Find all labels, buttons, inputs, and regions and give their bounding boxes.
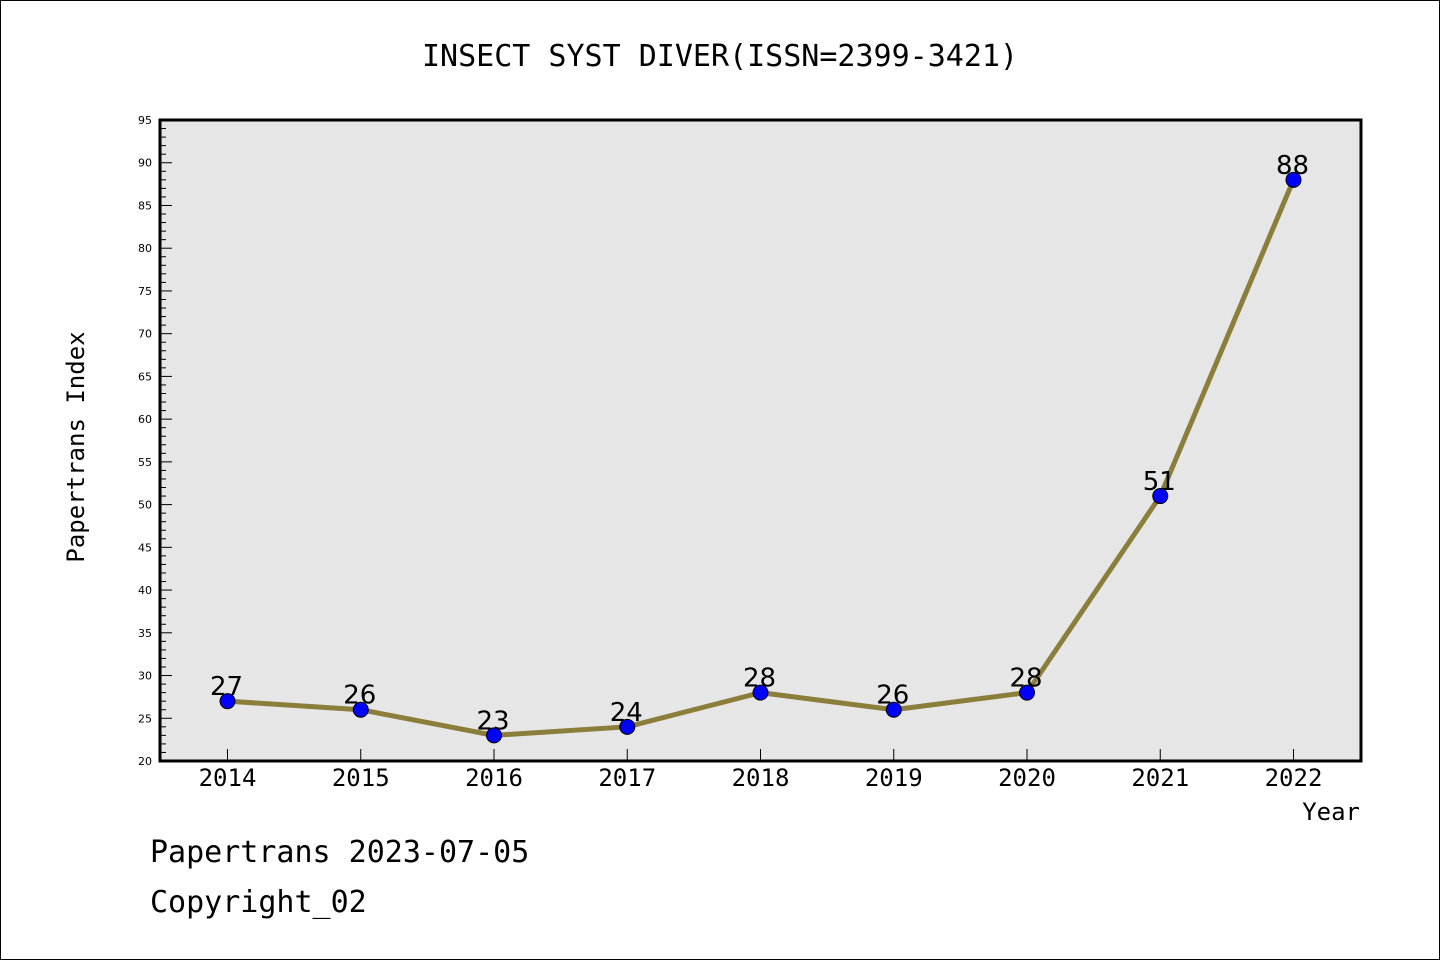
y-tick-label: 30: [138, 670, 152, 683]
data-point: [752, 684, 769, 701]
data-label: 51: [1143, 467, 1176, 497]
y-tick-label: 80: [138, 242, 152, 255]
y-tick-label: 20: [138, 755, 152, 768]
chart-title: INSECT SYST DIVER(ISSN=2399-3421): [422, 39, 1018, 74]
data-label: 27: [210, 672, 243, 702]
data-label: 26: [343, 681, 376, 711]
data-markers: [219, 171, 1302, 744]
y-tick-label: 65: [138, 370, 152, 383]
x-tick-label: 2017: [598, 764, 656, 792]
y-tick-label: 60: [138, 413, 152, 426]
y-axis-label: Papertrans Index: [62, 331, 90, 562]
x-tick-label: 2022: [1265, 764, 1323, 792]
data-point: [885, 701, 902, 718]
data-labels: 27 26 23 24 28 26 28 51 88: [210, 151, 1309, 737]
data-label: 88: [1276, 151, 1309, 181]
y-tick-label: 90: [138, 157, 152, 170]
y-axis: 20 25 30 35 40 45 50 55 60 65 70 75 80 85 90 95: [138, 114, 172, 768]
data-point: [219, 693, 236, 710]
data-label: 24: [610, 698, 643, 728]
y-tick-label: 35: [138, 627, 152, 640]
x-tick-label: 2016: [465, 764, 523, 792]
y-tick-label: 75: [138, 285, 152, 298]
y-tick-label: 95: [138, 114, 152, 127]
x-tick-label: 2020: [998, 764, 1056, 792]
data-label: 28: [1009, 664, 1042, 694]
x-tick-label: 2019: [865, 764, 923, 792]
y-tick-label: 40: [138, 584, 152, 597]
data-label: 28: [743, 664, 776, 694]
footer-copyright: Copyright_02: [150, 885, 367, 920]
data-point: [619, 718, 636, 735]
plot-area: [158, 118, 1363, 763]
y-tick-label: 25: [138, 712, 152, 725]
x-tick-label: 2021: [1131, 764, 1189, 792]
data-point: [486, 727, 502, 744]
y-tick-label: 45: [138, 541, 152, 554]
x-tick-label: 2014: [199, 764, 257, 792]
x-tick-label: 2018: [732, 764, 790, 792]
x-axis: 2014 2015 2016 2017 2018 2019 2020 2021 2022: [199, 749, 1323, 792]
x-tick-label: 2015: [332, 764, 390, 792]
data-label: 23: [476, 706, 509, 736]
footer-date: Papertrans 2023-07-05: [150, 835, 530, 870]
data-point: [352, 701, 369, 718]
data-point: [1019, 684, 1035, 701]
y-tick-label: 50: [138, 499, 152, 512]
data-label: 26: [876, 681, 909, 711]
y-tick-label: 70: [138, 328, 152, 341]
y-tick-label: 55: [138, 456, 152, 469]
y-tick-label: 85: [138, 199, 152, 212]
data-point: [1152, 488, 1169, 505]
data-point: [1285, 171, 1302, 188]
x-axis-label: Year: [1302, 798, 1360, 826]
